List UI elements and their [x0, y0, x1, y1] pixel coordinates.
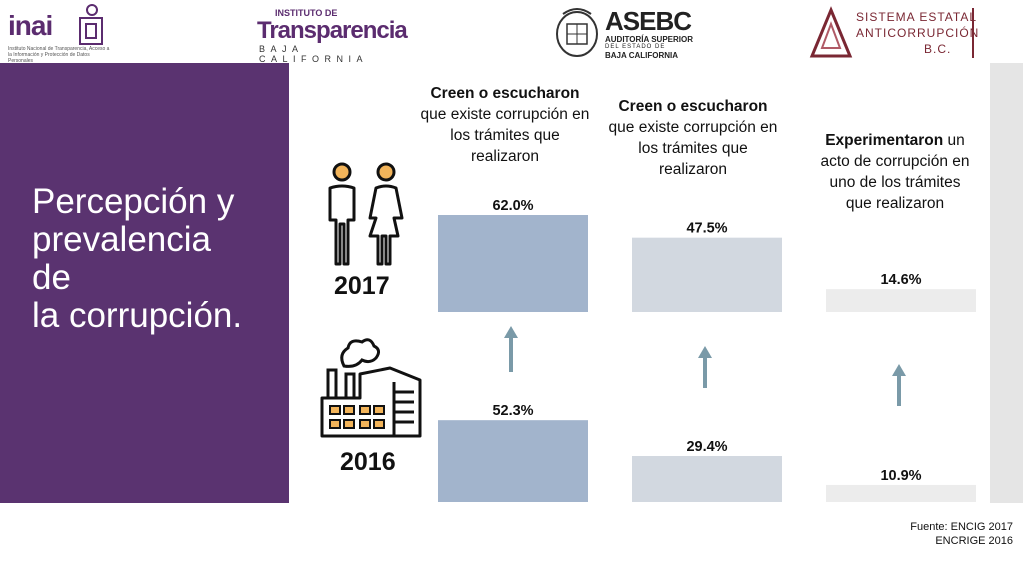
sea-triangle-icon: [809, 6, 853, 58]
state-seal-icon: [556, 8, 598, 57]
transparencia-small-text: INSTITUTO DE: [275, 8, 338, 18]
asebc-line3: BAJA CALIFORNIA: [605, 51, 679, 60]
column-header-2-bold: Creen o escucharon: [618, 98, 768, 115]
bar-2017-2: [632, 237, 782, 312]
column-header-1-bold: Creen o escucharon: [430, 85, 580, 102]
column-header-1-line-3: realizaron: [470, 148, 540, 165]
transparencia-name: Transparencia: [257, 17, 408, 44]
column-header-2: Creen o escucharon que existe corrupción…: [593, 96, 793, 180]
year-2017-label: 2017: [334, 272, 390, 300]
source-line-2: ENCRIGE 2016: [935, 535, 1013, 547]
asebc-logo: ASEBC AUDITORÍA SUPERIOR DEL ESTADO DE B…: [553, 4, 715, 60]
title-line-1: Percepción y: [32, 182, 235, 221]
bar-2017-1: [438, 215, 588, 312]
column-header-3-inline: un: [943, 132, 965, 149]
bar-value-label-2017-3: 14.6%: [880, 272, 921, 288]
source-line-1: Fuente: ENCIG 2017: [910, 521, 1013, 533]
column-header-1-line-1: que existe corrupción en: [420, 106, 590, 123]
up-arrow-icon: [504, 326, 518, 372]
asebc-line2: DEL ESTADO DE: [605, 44, 666, 50]
transparencia-logo: INSTITUTO DE Transparencia BAJA CALIFORN…: [257, 8, 408, 64]
transparencia-subtitle: BAJA CALIFORNIA: [259, 44, 369, 64]
sea-logo: SISTEMA ESTATAL ANTICORRUPCIÓN B.C.: [808, 4, 978, 62]
column-header-3-line-1: acto de corrupción en: [820, 153, 970, 170]
asebc-line1: AUDITORÍA SUPERIOR: [605, 35, 694, 44]
sea-line2: ANTICORRUPCIÓN: [856, 26, 980, 40]
bar-value-label-2017-1: 62.0%: [492, 198, 533, 214]
inai-subtitle: Instituto Nacional de Transparencia, Acc…: [8, 46, 110, 64]
bar-value-label-2016-2: 29.4%: [686, 439, 727, 455]
column-header-2-line-3: realizaron: [658, 161, 728, 178]
column-header-3-bold: Experimentaron: [825, 132, 944, 149]
column-header-2-line-1: que existe corrupción en: [608, 119, 778, 136]
sea-divider: [972, 8, 974, 58]
title-line-2: prevalencia: [32, 220, 211, 259]
title-line-4: la corrupción.: [32, 296, 243, 335]
column-header-2-line-2: los trámites que: [638, 140, 748, 157]
side-strip: [990, 63, 1023, 503]
sea-line3: B.C.: [924, 42, 952, 56]
year-2016-label: 2016: [340, 448, 396, 476]
column-header-1-line-2: los trámites que: [450, 127, 560, 144]
column-header-3: Experimentaron un acto de corrupción en …: [800, 130, 990, 214]
bar-2016-1: [438, 420, 588, 502]
up-arrow-icon: [892, 364, 906, 406]
bar-2016-2: [632, 456, 782, 502]
asebc-wordmark: ASEBC: [605, 6, 692, 36]
up-arrow-icon: [698, 346, 712, 388]
bar-2017-3: [826, 289, 976, 312]
inai-wordmark: inai: [8, 10, 53, 41]
title-panel: Percepción y prevalencia de la corrupció…: [0, 63, 289, 503]
bar-value-label-2016-1: 52.3%: [492, 403, 533, 419]
sea-line1: SISTEMA ESTATAL: [856, 10, 978, 24]
column-header-3-line-3: que realizaron: [845, 195, 945, 212]
title-line-3: de: [32, 258, 71, 297]
column-header-1: Creen o escucharon que existe corrupción…: [405, 83, 605, 167]
bar-value-label-2016-3: 10.9%: [880, 468, 921, 484]
people-icon: [328, 162, 404, 266]
source-note: Fuente: ENCIG 2017 ENCRIGE 2016: [860, 520, 1013, 548]
factory-icon: [320, 338, 422, 438]
inai-emblem-icon: [79, 4, 103, 45]
bar-2016-3: [826, 484, 976, 502]
bar-value-label-2017-2: 47.5%: [686, 221, 727, 237]
column-header-3-line-2: uno de los trámites: [829, 174, 961, 191]
inai-logo: inai Instituto Nacional de Transparencia…: [6, 2, 114, 64]
